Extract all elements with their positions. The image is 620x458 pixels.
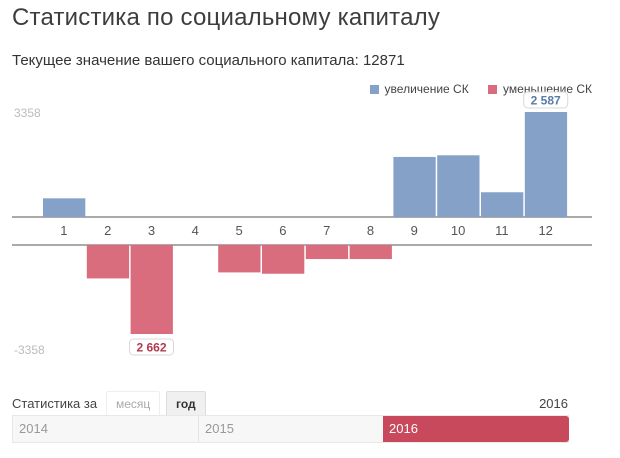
y-axis-top-label: 3358 — [14, 106, 41, 120]
svg-text:2 587: 2 587 — [531, 94, 561, 108]
bar-decrease-5 — [218, 245, 261, 273]
bar-decrease-3 — [130, 245, 173, 334]
x-tick-label-2: 2 — [104, 223, 111, 238]
bar-decrease-8 — [349, 245, 392, 260]
bar-decrease-7 — [305, 245, 349, 260]
y-axis-bottom-label: -3358 — [14, 343, 45, 357]
tab-year[interactable]: год — [166, 391, 206, 417]
x-tick-label-4: 4 — [192, 223, 199, 238]
x-tick-label-12: 12 — [538, 223, 552, 238]
x-tick-label-9: 9 — [411, 223, 418, 238]
x-tick-label-5: 5 — [235, 223, 242, 238]
bar-increase-11 — [481, 192, 524, 217]
bar-increase-10 — [437, 155, 480, 217]
year-timeline[interactable]: 2014 2015 2016 — [12, 415, 569, 443]
x-tick-label-7: 7 — [323, 223, 330, 238]
x-tick-label-1: 1 — [60, 223, 67, 238]
x-tick-label-10: 10 — [451, 223, 465, 238]
timeline-year-2015[interactable]: 2015 — [205, 421, 234, 436]
timeline-year-2016[interactable]: 2016 — [383, 416, 569, 442]
max-decrease-callout: 2 662 — [129, 338, 174, 356]
max-increase-callout: 2 587 — [523, 91, 569, 109]
current-year-label: 2016 — [539, 396, 568, 411]
legend-increase[interactable]: увеличение СК — [369, 82, 469, 96]
bar-increase-1 — [43, 198, 86, 217]
svg-text:2 662: 2 662 — [136, 341, 166, 355]
bar-increase-9 — [393, 156, 436, 217]
bar-decrease-2 — [86, 245, 130, 279]
x-tick-label-8: 8 — [367, 223, 374, 238]
timeline-year-2014[interactable]: 2014 — [13, 416, 199, 442]
legend-increase-label: увеличение СК — [384, 82, 469, 96]
tab-month[interactable]: месяц — [106, 391, 161, 417]
legend-increase-swatch — [369, 84, 379, 94]
current-capital-value: Текущее значение вашего социального капи… — [12, 52, 405, 69]
bar-increase-12 — [524, 112, 568, 217]
x-tick-label-3: 3 — [148, 223, 155, 238]
bar-decrease-6 — [262, 245, 305, 274]
page-title: Статистика по социальному капиталу — [12, 4, 441, 31]
legend-decrease-swatch — [488, 84, 498, 94]
x-tick-label-11: 11 — [495, 223, 509, 238]
stats-period-label: Статистика за — [12, 396, 98, 411]
x-tick-label-6: 6 — [279, 223, 286, 238]
